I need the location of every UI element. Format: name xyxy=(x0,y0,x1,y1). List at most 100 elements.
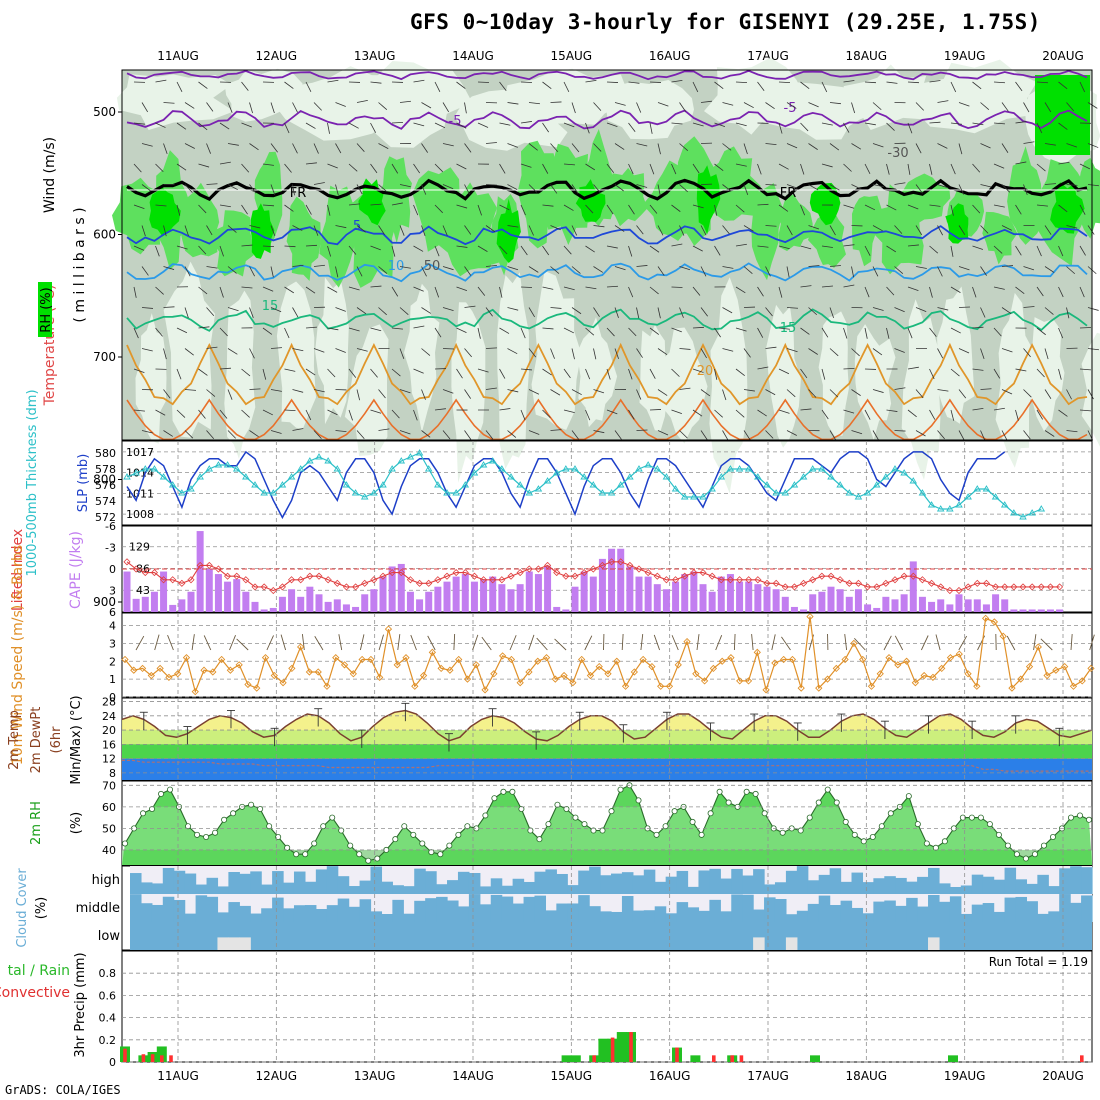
surface-wind-barb xyxy=(653,634,661,651)
wind-speed-marker xyxy=(1061,662,1069,671)
wind-barb xyxy=(413,286,424,292)
wind-speed-marker xyxy=(683,637,691,646)
temp-band-green-2 xyxy=(122,744,1092,759)
wind-barb xyxy=(778,286,783,298)
wind-barb xyxy=(958,184,965,195)
rh-dry-area xyxy=(344,324,389,456)
cloud-bar xyxy=(971,904,984,922)
wind-speed-marker xyxy=(990,618,999,626)
wind-barb xyxy=(915,307,927,312)
lifted-index-marker xyxy=(507,572,515,580)
cape-bar xyxy=(690,571,698,612)
rh-dry-area xyxy=(1081,332,1100,447)
wind-barb xyxy=(636,265,648,267)
wind-barb xyxy=(485,264,497,267)
cape-bar xyxy=(324,601,332,612)
wind-barb xyxy=(485,387,497,390)
cloud-bar xyxy=(971,874,984,894)
wind-barb xyxy=(227,348,238,355)
temp-tick-label: 28 xyxy=(102,696,116,709)
date-label-bottom: 18AUG xyxy=(846,1069,888,1083)
cloud-bar xyxy=(600,875,612,894)
wind-barb xyxy=(542,122,549,133)
cloud-bar xyxy=(545,910,557,922)
wind-barb xyxy=(542,368,552,376)
rh-marker xyxy=(1086,816,1093,823)
cape-bar xyxy=(507,589,515,612)
wind-barb xyxy=(714,409,723,418)
wind-speed-marker xyxy=(736,677,744,685)
wind-barb xyxy=(649,163,655,175)
cloud-bar xyxy=(403,886,415,894)
wind-barb xyxy=(184,307,189,319)
rh-marker xyxy=(959,814,966,821)
wind-barb xyxy=(1023,306,1035,308)
wind-barb xyxy=(1001,430,1008,441)
wind-barb xyxy=(657,184,661,196)
wind-barb xyxy=(434,327,442,338)
cloud-bar xyxy=(993,911,1006,922)
cape-bar xyxy=(644,576,652,612)
lifted-index-marker xyxy=(937,583,945,591)
wind-barb xyxy=(413,368,424,374)
wind-barb xyxy=(1015,409,1019,421)
lifted-index-marker xyxy=(443,572,451,580)
wind-barb xyxy=(886,163,890,175)
rh-marker xyxy=(851,831,858,838)
wind-barb xyxy=(907,409,917,418)
wind-barb xyxy=(184,184,193,193)
wind-barb xyxy=(937,143,948,149)
wind-barb xyxy=(886,122,895,131)
wind-barb xyxy=(958,225,966,236)
rh-marker xyxy=(1049,834,1056,841)
surface-wind-barb xyxy=(584,635,593,651)
cape-bar xyxy=(617,548,625,612)
wind-barb xyxy=(593,102,602,111)
cape-bar xyxy=(608,548,616,612)
ylabel-2m-rh: 2m RH xyxy=(29,801,44,845)
wind-barb xyxy=(864,286,870,298)
wind-barb xyxy=(399,184,411,188)
wind-barb xyxy=(628,409,635,420)
thickness-marker xyxy=(168,481,177,488)
wind-barb xyxy=(808,307,818,316)
wind-barb xyxy=(958,430,965,441)
cape-bar xyxy=(397,563,405,612)
wind-speed-marker xyxy=(121,655,129,664)
wind-barb xyxy=(907,122,913,134)
lifted-index-marker xyxy=(836,576,844,584)
footer-credit: GrADS: COLA/IGES xyxy=(5,1083,121,1097)
lifted-index-marker xyxy=(361,579,369,587)
wind-barb xyxy=(464,430,472,440)
wind-barb xyxy=(241,122,252,128)
cloud-bar xyxy=(140,882,153,894)
cape-bar xyxy=(388,566,396,612)
wind-barb xyxy=(700,100,712,103)
cape-bar xyxy=(178,599,186,612)
lifted-index-marker xyxy=(370,576,378,584)
thickness-marker xyxy=(552,469,561,476)
wind-barb xyxy=(671,163,677,175)
cloud-bar xyxy=(370,866,383,894)
thickness-marker xyxy=(891,465,899,472)
rh-marker xyxy=(356,851,363,858)
wind-barb xyxy=(980,143,991,149)
wind-barb xyxy=(692,326,705,329)
cloud-bar xyxy=(556,903,568,922)
temp-tick-label: 20 xyxy=(102,724,116,737)
wind-barb xyxy=(1058,327,1064,339)
thickness-marker xyxy=(306,457,314,464)
wind-barb xyxy=(800,245,812,250)
rh-tick-label: 50 xyxy=(102,822,116,835)
cloud-bar xyxy=(140,903,153,922)
wind-barb xyxy=(1044,143,1056,146)
wind-barb xyxy=(141,184,152,192)
wind-barb xyxy=(778,163,789,170)
wind-barb xyxy=(1066,307,1070,319)
surface-wind-barb xyxy=(135,635,145,651)
wind-speed-marker xyxy=(902,657,911,665)
lifted-index-marker xyxy=(544,561,552,569)
cloud-bar xyxy=(283,882,295,894)
rh-legend-swatch xyxy=(38,282,52,337)
wind-barb xyxy=(284,409,296,412)
